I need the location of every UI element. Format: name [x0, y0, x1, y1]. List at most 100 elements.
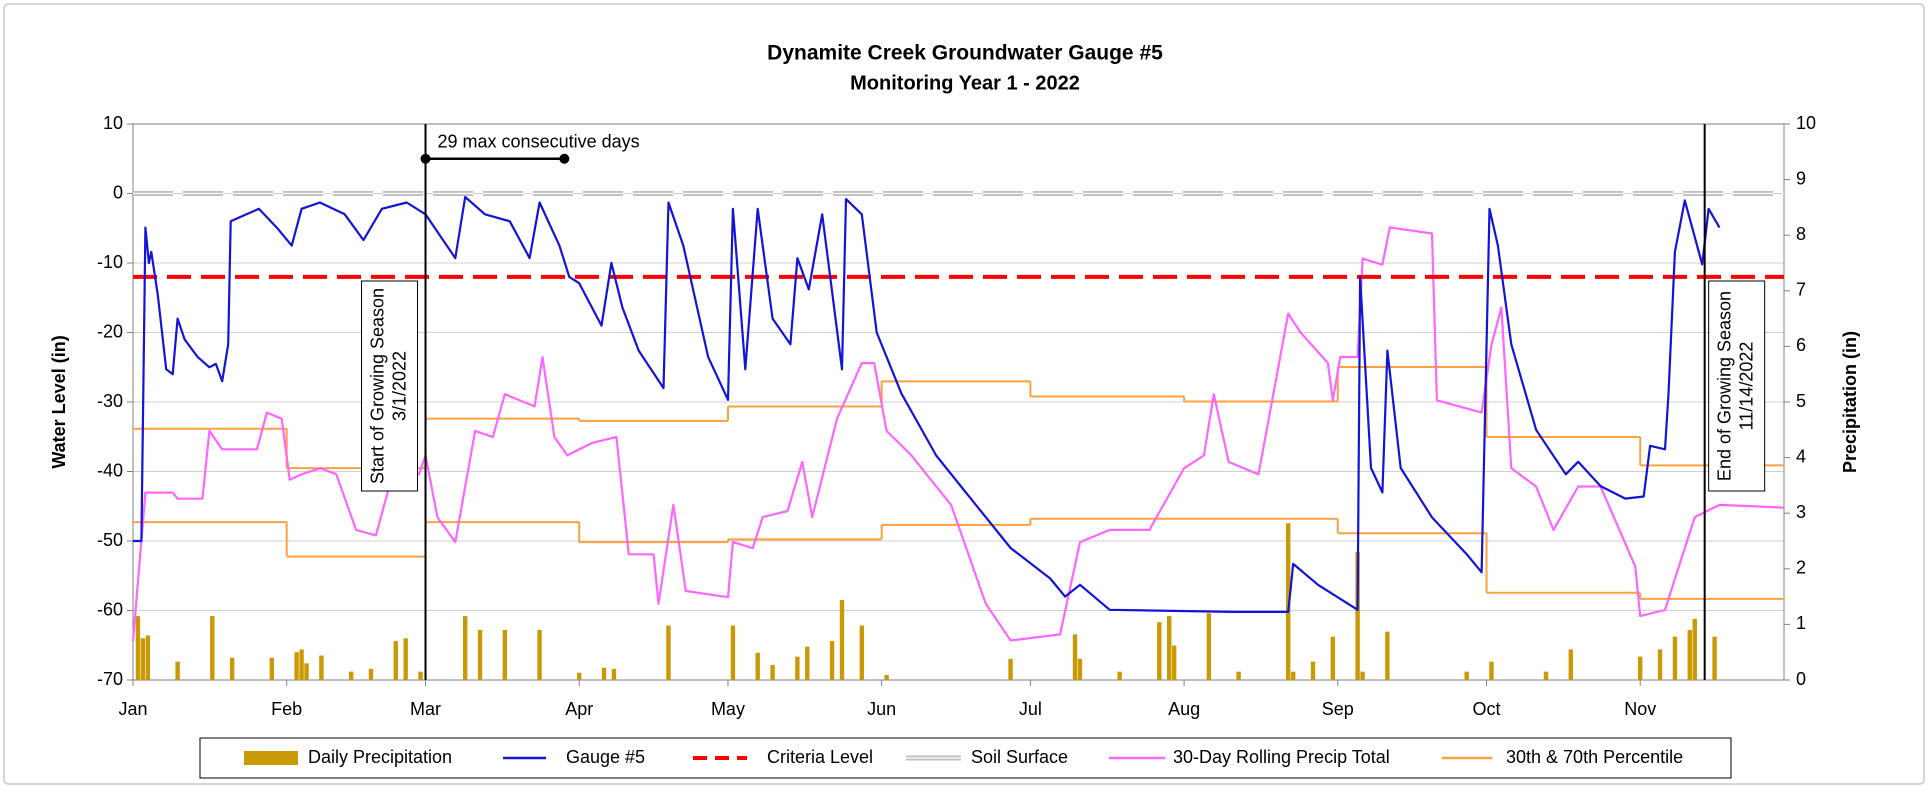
precip-bar — [145, 635, 151, 680]
precip-bar — [859, 625, 865, 680]
season-box — [361, 280, 419, 492]
season-label: Start of Growing Season — [367, 288, 387, 484]
x-tick-label: Jun — [867, 699, 896, 719]
precip-bar — [1489, 661, 1494, 680]
y-tick-label: -30 — [97, 391, 123, 411]
y-tick-label: 10 — [103, 113, 123, 133]
precip-bar — [1638, 656, 1643, 680]
season-label: End of Growing Season — [1714, 291, 1734, 481]
precip-bar — [477, 629, 483, 680]
precip-bar — [348, 671, 354, 680]
precip-bar — [175, 661, 180, 680]
precip-bar — [140, 638, 146, 680]
y-tick-label: -20 — [97, 321, 123, 341]
precip-bar — [135, 616, 141, 680]
precip-bar — [577, 672, 582, 680]
precip-bar — [368, 668, 374, 680]
precip-bar — [755, 652, 760, 680]
y2-tick-label: 0 — [1796, 669, 1806, 689]
precip-bar — [502, 629, 508, 680]
precip-bar — [1008, 658, 1013, 680]
y-axis-label: Water Level (in) — [49, 335, 69, 468]
season-label: 11/14/2022 — [1736, 342, 1756, 431]
y2-tick-label: 6 — [1796, 335, 1806, 355]
chart-border — [3, 3, 1925, 785]
x-tick-label: Sep — [1322, 699, 1354, 719]
precip-bar — [795, 656, 800, 680]
precip-bar — [1117, 671, 1122, 680]
precip-bar — [1360, 671, 1365, 680]
precip-bar — [1568, 649, 1574, 680]
x-tick-label: Feb — [271, 699, 302, 719]
y2-tick-label: 5 — [1796, 391, 1806, 411]
x-tick-label: Aug — [1168, 699, 1200, 719]
precip-bar — [229, 657, 235, 680]
series-line — [133, 195, 1721, 613]
precip-bar — [730, 625, 736, 680]
legend-label: Gauge #5 — [566, 747, 645, 767]
y2-tick-label: 10 — [1796, 113, 1816, 133]
precip-bar — [666, 625, 671, 680]
precip-bar — [299, 649, 304, 680]
precip-bar — [884, 674, 889, 680]
y2-tick-label: 1 — [1796, 613, 1806, 633]
precip-bar — [1157, 622, 1162, 680]
y2-tick-label: 9 — [1796, 168, 1806, 188]
precip-bar — [1290, 671, 1296, 680]
precip-bar — [1692, 618, 1697, 680]
x-tick-label: Jul — [1019, 699, 1042, 719]
y-tick-label: -40 — [97, 460, 123, 480]
precip-bar — [1355, 552, 1360, 680]
precip-bar — [1687, 629, 1692, 680]
precip-bar — [1672, 636, 1678, 680]
span-end — [559, 153, 570, 164]
precip-bar — [403, 638, 408, 680]
precip-bar — [1385, 631, 1390, 680]
precip-bar — [1330, 636, 1336, 680]
precip-bar — [537, 629, 542, 680]
y-tick-label: -60 — [97, 599, 123, 619]
precip-bar — [1310, 661, 1316, 680]
precip-bar — [611, 668, 617, 680]
precip-bar — [1543, 671, 1549, 680]
y2-tick-label: 7 — [1796, 280, 1806, 300]
precip-bar — [393, 641, 398, 680]
y2-tick-label: 4 — [1796, 446, 1806, 466]
season-box — [1708, 280, 1766, 492]
plot-area — [132, 123, 1785, 681]
x-tick-label: Apr — [565, 699, 593, 719]
legend-swatch — [244, 751, 298, 765]
precip-bar — [770, 664, 775, 680]
precip-bar — [839, 599, 845, 680]
precip-bar — [601, 667, 607, 680]
chart-subtitle: Monitoring Year 1 - 2022 — [850, 72, 1080, 94]
series-line — [131, 226, 1785, 642]
precip-bar — [1206, 613, 1212, 680]
precip-bar — [304, 663, 309, 680]
precip-bar — [805, 646, 810, 680]
precip-bar — [1171, 645, 1177, 680]
precip-bar — [1712, 636, 1717, 680]
y2-tick-label: 2 — [1796, 558, 1806, 578]
precip-bar — [462, 616, 468, 680]
y-tick-label: -50 — [97, 530, 123, 550]
y2-tick-label: 3 — [1796, 502, 1806, 522]
legend-label: Criteria Level — [767, 747, 873, 767]
legend-label: 30th & 70th Percentile — [1506, 747, 1683, 767]
season-label: 3/1/2022 — [389, 351, 409, 421]
x-tick-label: Jan — [118, 699, 147, 719]
precip-bar — [1464, 671, 1469, 680]
precip-bar — [210, 616, 215, 680]
x-tick-label: Nov — [1624, 699, 1656, 719]
x-tick-label: Mar — [410, 699, 441, 719]
precip-bar — [829, 641, 835, 680]
precip-bar — [1072, 634, 1078, 680]
legend-label: Soil Surface — [971, 747, 1068, 767]
x-tick-label: Oct — [1473, 699, 1501, 719]
precip-bar — [418, 671, 423, 680]
y-tick-label: 0 — [113, 182, 123, 202]
legend-label: Daily Precipitation — [308, 747, 452, 767]
precip-bar — [269, 657, 275, 680]
precip-bar — [1657, 649, 1663, 680]
